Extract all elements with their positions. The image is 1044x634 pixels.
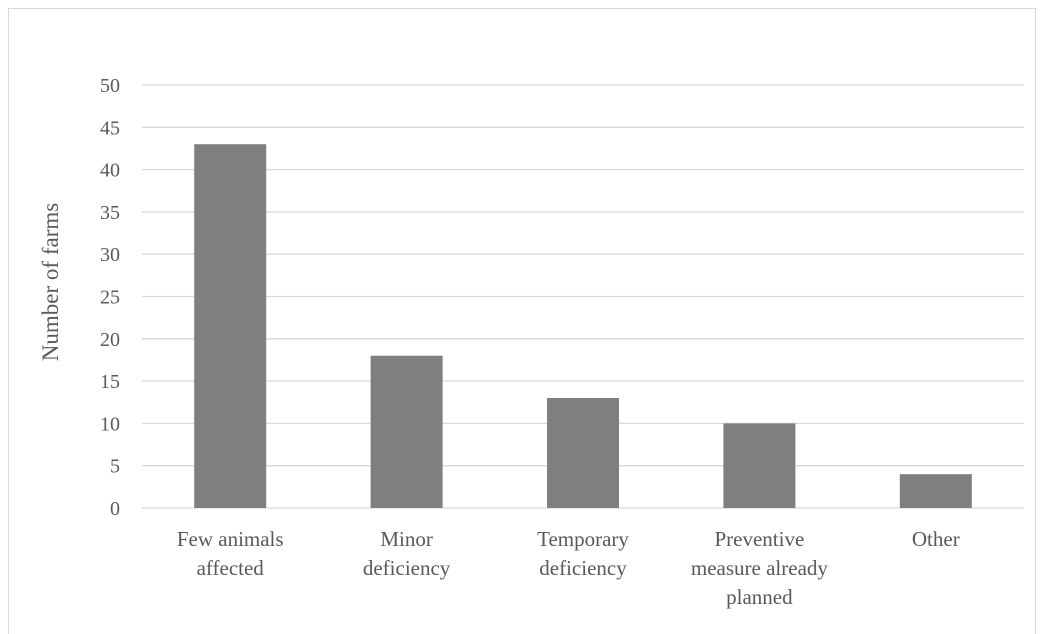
bar — [547, 398, 619, 508]
x-category-label: measure already — [691, 556, 829, 580]
x-category-label: affected — [197, 556, 265, 580]
y-tick-label: 15 — [100, 371, 120, 393]
bars — [194, 144, 972, 508]
x-category-label: Few animals — [177, 527, 284, 551]
y-tick-label: 50 — [100, 75, 120, 97]
y-tick-label: 5 — [110, 456, 120, 478]
bar — [194, 144, 267, 508]
x-category-label: deficiency — [363, 556, 451, 580]
x-category-label: Preventive — [714, 527, 804, 551]
x-category-label: Other — [912, 527, 960, 551]
x-category-label: Temporary — [537, 527, 629, 551]
y-tick-label: 20 — [100, 329, 120, 351]
y-tick-label: 0 — [110, 498, 120, 520]
y-tick-label: 45 — [100, 117, 120, 139]
bar — [899, 474, 972, 508]
y-axis-ticks: 0 5 10 15 20 25 30 35 40 45 50 — [100, 75, 120, 520]
y-axis-label: Number of farms — [38, 203, 63, 361]
y-tick-label: 30 — [100, 244, 120, 266]
y-tick-label: 35 — [100, 202, 120, 224]
bar — [723, 423, 796, 508]
x-category-label: deficiency — [539, 556, 627, 580]
x-axis-categories: Few animals affected Minor deficiency Tempor… — [177, 527, 960, 609]
y-tick-label: 40 — [100, 160, 120, 182]
chart-frame — [8, 8, 1036, 634]
y-tick-label: 10 — [100, 413, 120, 435]
x-category-label: planned — [726, 585, 793, 609]
y-tick-label: 25 — [100, 287, 120, 309]
bar — [370, 355, 443, 508]
x-category-label: Minor — [380, 527, 433, 551]
